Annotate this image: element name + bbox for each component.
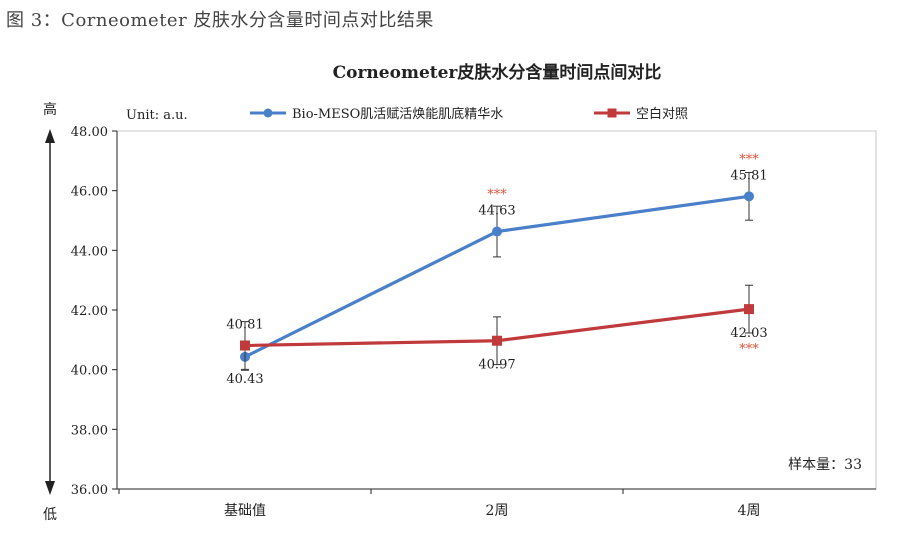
unit-label: Unit: a.u.	[126, 108, 188, 123]
x-axis: 基础值 2周 4周	[117, 488, 876, 519]
legend-marker	[607, 108, 617, 118]
data-label: 42.03	[730, 326, 767, 341]
data-point	[240, 340, 250, 351]
data-point	[744, 304, 754, 315]
arrow-up-icon	[45, 129, 55, 143]
sample-size-note: 样本量：33	[788, 457, 862, 473]
data-label: 45.81	[730, 168, 767, 183]
data-point	[492, 335, 502, 346]
chart-title: Corneometer皮肤水分含量时间点间对比	[333, 62, 662, 83]
axis-high-label: 高	[43, 101, 57, 118]
significance-label: ***	[739, 152, 759, 167]
high-low-arrow	[45, 129, 55, 495]
y-axis: 36.00 38.00 40.00 42.00 44.00 46.00 48.00	[71, 125, 118, 498]
significance-label: ***	[487, 188, 507, 203]
data-point	[744, 191, 754, 202]
legend: Bio-MESO肌活赋活焕能肌底精华水 空白对照	[250, 106, 688, 122]
plot-area	[116, 130, 877, 490]
y-tick-label: 44.00	[71, 244, 108, 259]
y-tick-label: 36.00	[71, 483, 108, 498]
y-tick-label: 38.00	[71, 423, 108, 438]
x-tick-label: 2周	[486, 503, 509, 519]
arrow-down-icon	[45, 481, 55, 495]
y-tick-label: 42.00	[71, 304, 108, 319]
data-label: 40.81	[226, 318, 263, 333]
y-tick-label: 40.00	[71, 364, 108, 379]
data-label: 40.97	[478, 358, 515, 373]
data-label: 40.43	[226, 372, 263, 387]
legend-label: 空白对照	[636, 106, 688, 122]
legend-item: 空白对照	[594, 106, 688, 122]
x-tick-label: 基础值	[224, 502, 266, 519]
legend-marker	[263, 108, 273, 118]
legend-item: Bio-MESO肌活赋活焕能肌底精华水	[250, 106, 503, 122]
legend-label: Bio-MESO肌活赋活焕能肌底精华水	[292, 106, 503, 122]
x-tick-label: 4周	[738, 503, 761, 519]
significance-label: ***	[739, 342, 759, 357]
data-point	[492, 226, 502, 237]
axis-low-label: 低	[43, 507, 57, 523]
data-label: 44.63	[478, 204, 515, 219]
y-tick-label: 48.00	[71, 125, 108, 140]
figure-caption: 图 3：Corneometer 皮肤水分含量时间点对比结果	[6, 10, 434, 31]
series-2: 40.81 40.97 42.03***	[226, 284, 768, 373]
y-tick-label: 46.00	[71, 185, 108, 200]
